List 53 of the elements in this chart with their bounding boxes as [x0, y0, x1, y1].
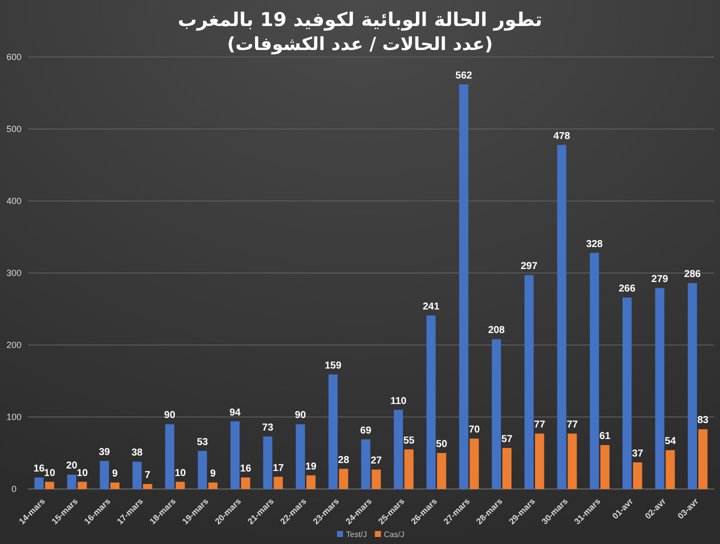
data-label: 110: [390, 396, 407, 407]
legend-label: Test/J: [346, 530, 367, 539]
y-tick-label: 200: [6, 340, 22, 350]
data-label: 241: [422, 301, 440, 312]
data-label: 70: [468, 424, 480, 436]
data-label: 38: [132, 448, 144, 459]
data-label: 17: [272, 462, 284, 474]
data-label: 61: [599, 431, 611, 442]
y-tick-label: 100: [6, 412, 22, 422]
data-label: 10: [76, 468, 88, 479]
data-label: 39: [98, 446, 110, 458]
data-label: 478: [553, 130, 571, 142]
data-label: 10: [44, 468, 56, 479]
data-label: 90: [164, 410, 176, 422]
data-label: 16: [34, 463, 46, 474]
chart-title: تطور الحالة الوبائية لكوفيد 19 بالمغرب: [178, 9, 542, 31]
data-label: 37: [632, 448, 644, 460]
data-label: 266: [618, 283, 636, 294]
data-label: 328: [586, 238, 604, 250]
y-tick-label: 600: [6, 52, 22, 62]
data-label: 54: [664, 436, 676, 448]
data-label: 20: [66, 460, 78, 472]
data-label: 73: [262, 422, 274, 434]
data-label: 279: [651, 274, 669, 286]
data-label: 562: [455, 70, 473, 82]
data-label: 208: [488, 325, 506, 336]
data-label: 159: [324, 360, 342, 372]
data-label: 50: [436, 439, 448, 450]
data-label: 9: [112, 468, 118, 480]
data-label: 297: [520, 261, 538, 272]
y-tick-label: 300: [6, 268, 22, 278]
data-label: 10: [174, 468, 186, 479]
y-tick-label: 500: [6, 124, 22, 134]
data-label: 286: [684, 269, 702, 280]
data-label: 9: [210, 468, 216, 480]
data-label: 28: [338, 454, 350, 466]
y-tick-label: 400: [6, 196, 22, 206]
data-label: 57: [501, 434, 513, 445]
data-label: 90: [294, 410, 306, 422]
data-label: 77: [566, 420, 578, 431]
data-label: 83: [697, 415, 709, 426]
data-label: 19: [305, 461, 317, 472]
chart-subtitle: (عدد الحالات / عدد الكشوفات): [227, 34, 493, 55]
data-label: 7: [144, 470, 151, 481]
data-label: 53: [196, 436, 208, 448]
data-label: 27: [370, 456, 382, 467]
data-label: 69: [360, 425, 372, 436]
legend-label: Cas/J: [384, 530, 404, 539]
data-label: 16: [240, 463, 252, 474]
data-label: 94: [230, 407, 242, 418]
y-tick-label: 0: [11, 484, 17, 494]
data-label: 77: [534, 420, 546, 431]
data-label: 55: [403, 435, 415, 446]
